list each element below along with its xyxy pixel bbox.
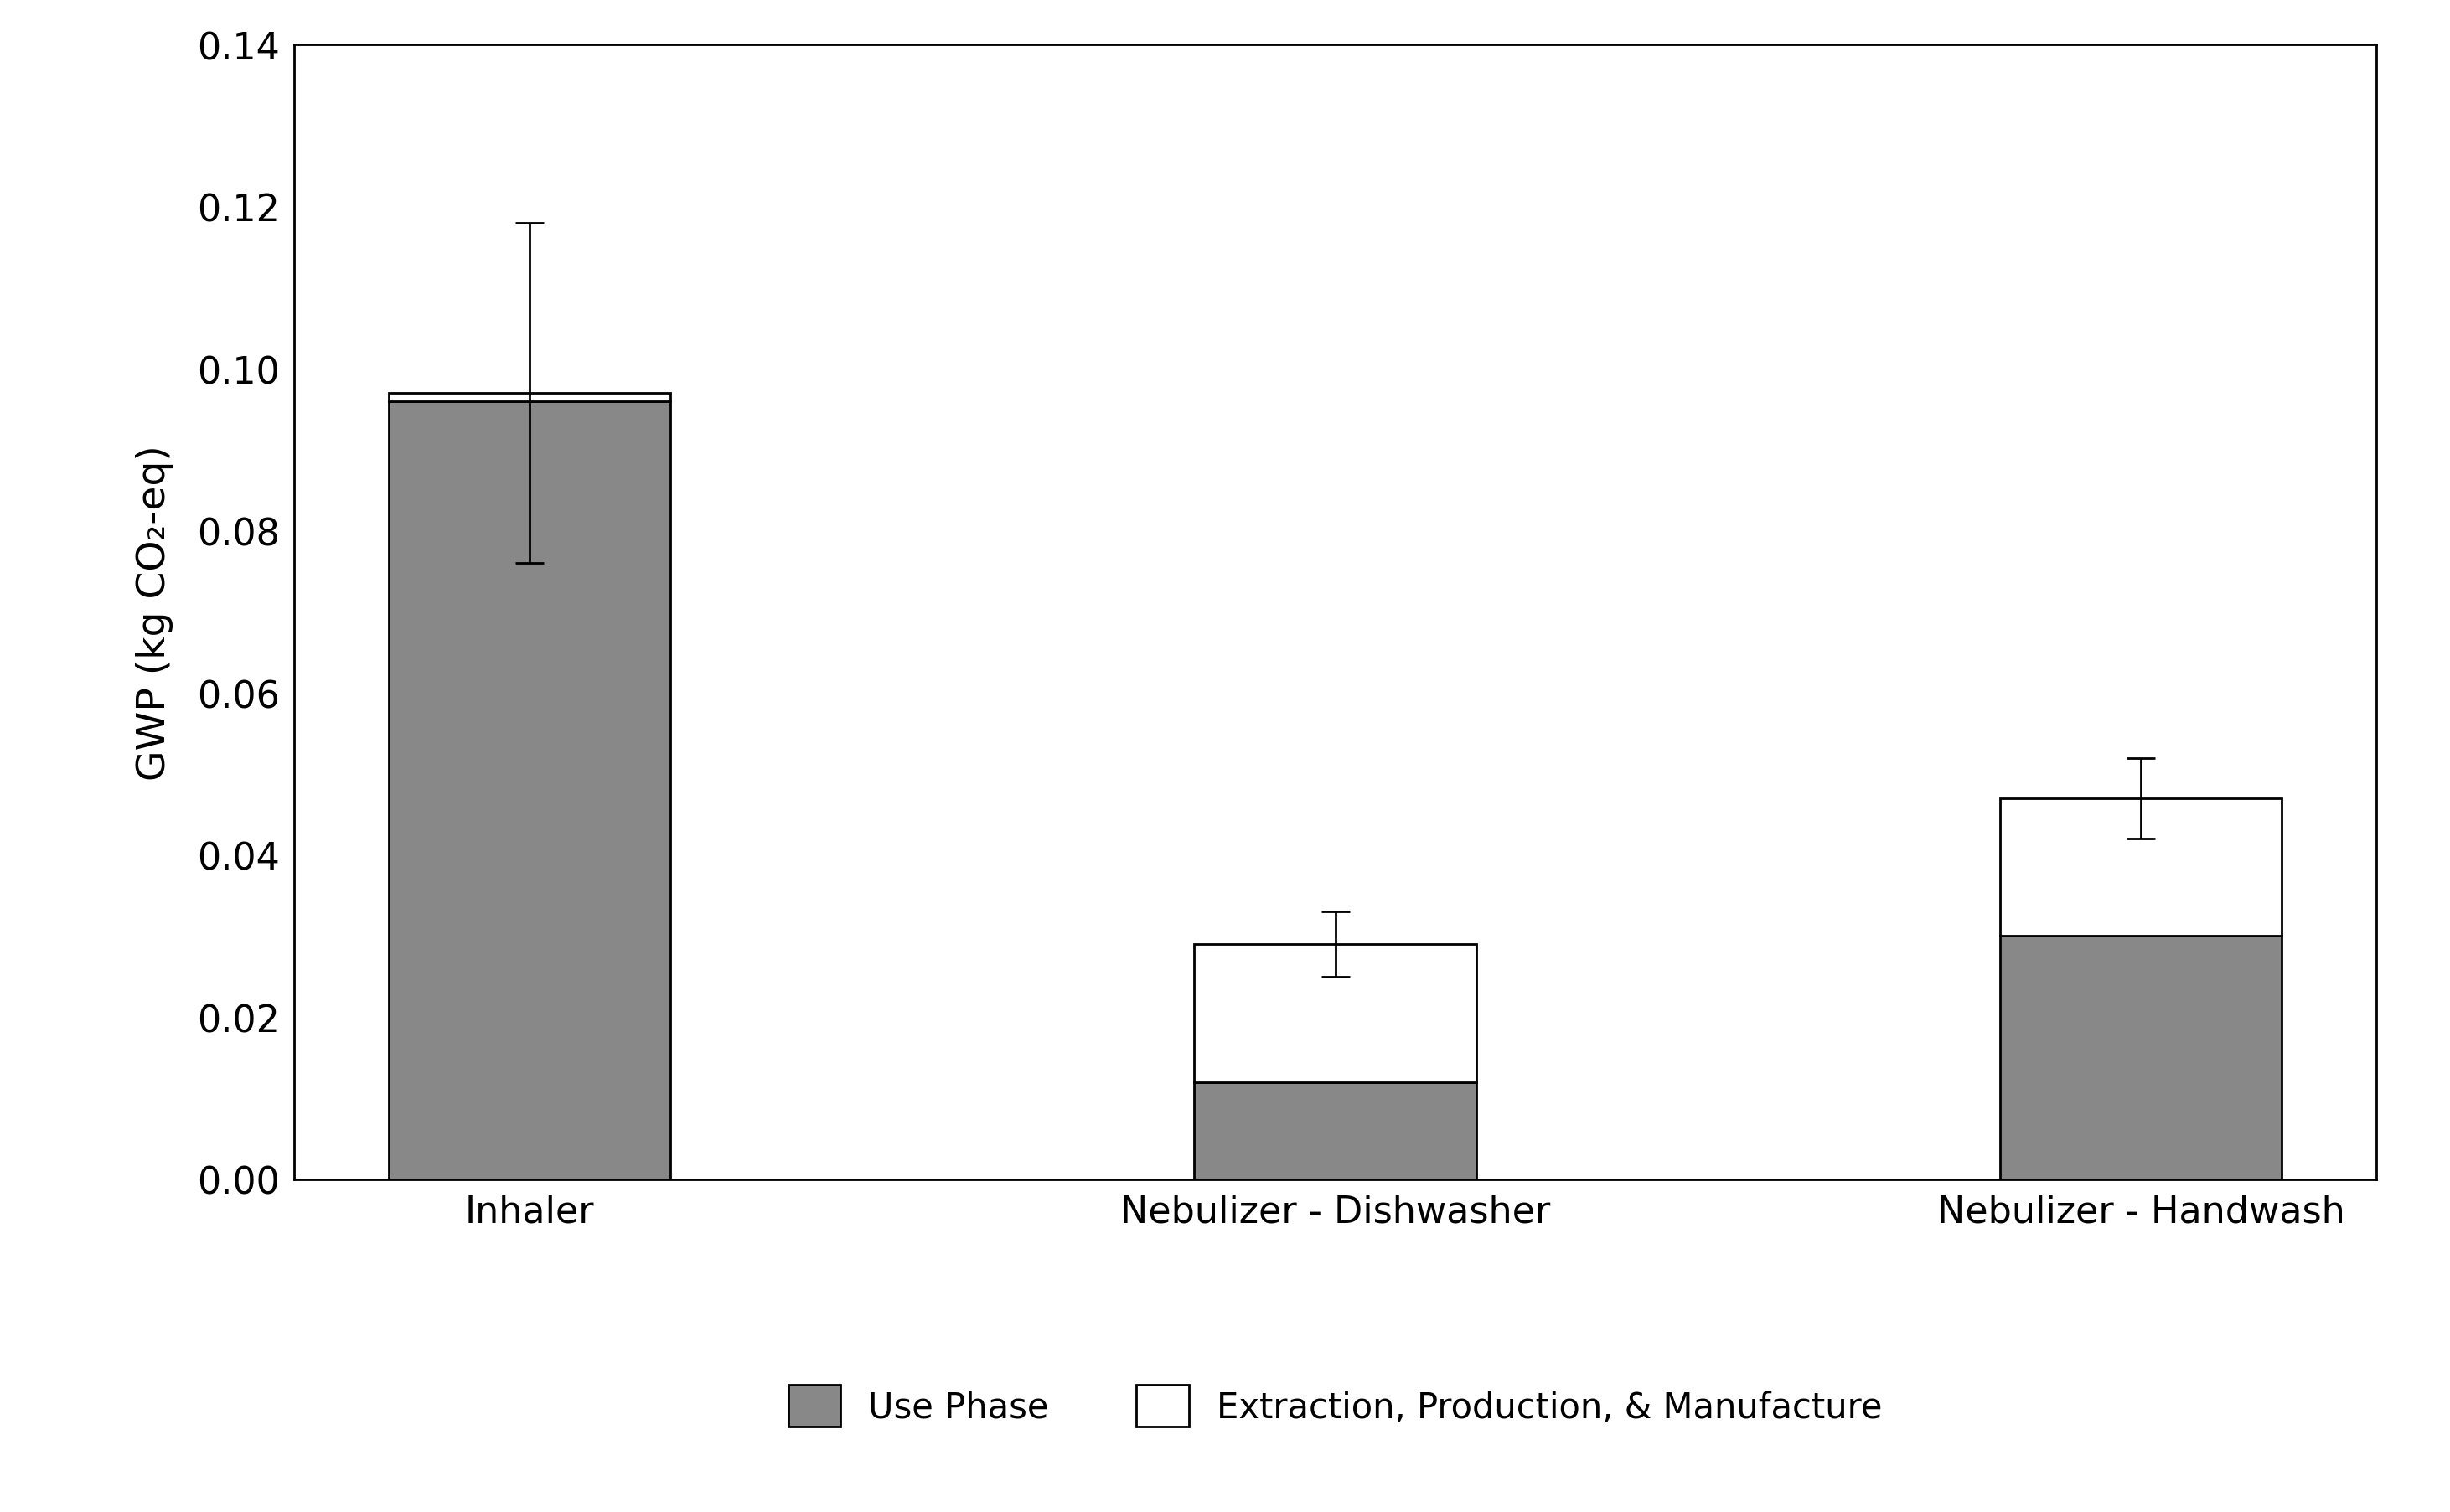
Bar: [390, 402, 671, 1179]
Bar: [1193, 945, 1477, 1083]
Bar: [390, 393, 671, 402]
Bar: [1193, 1083, 1477, 1179]
Y-axis label: GWP (kg CO₂-eq): GWP (kg CO₂-eq): [137, 445, 174, 780]
Bar: [1999, 936, 2281, 1179]
Legend: Use Phase, Extraction, Production, & Manufacture: Use Phase, Extraction, Production, & Man…: [772, 1367, 1899, 1444]
Bar: [1999, 798, 2281, 936]
